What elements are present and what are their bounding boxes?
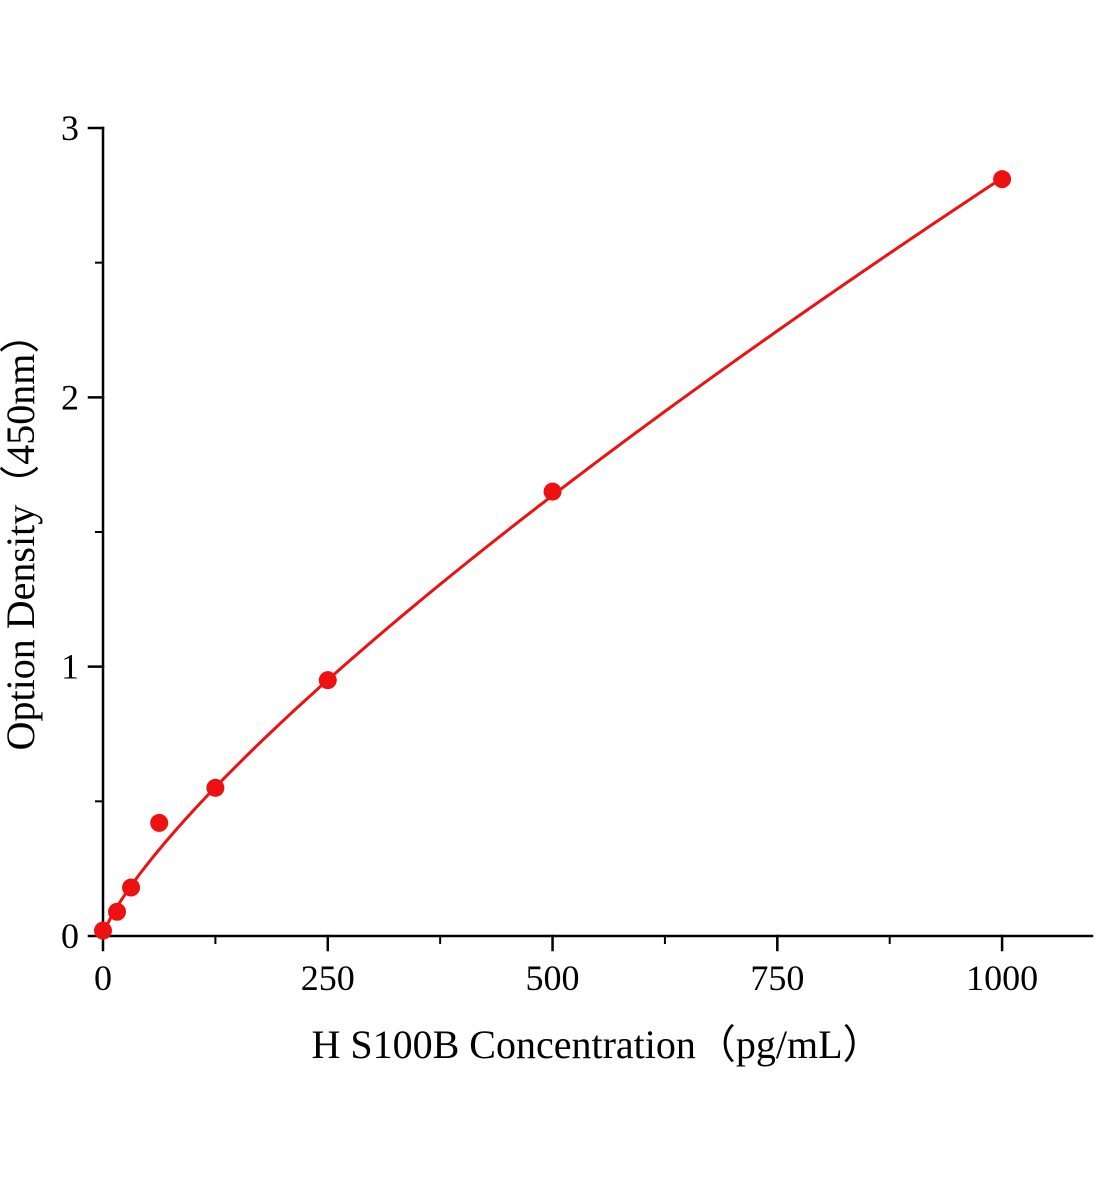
y-tick-label: 0 — [61, 916, 79, 956]
data-point — [108, 902, 127, 921]
data-point — [94, 921, 112, 940]
fit-curve — [101, 176, 1003, 937]
y-tick-label: 3 — [61, 108, 79, 148]
chart-series — [94, 170, 1012, 940]
x-tick-label: 250 — [301, 958, 355, 998]
data-point — [318, 671, 337, 690]
x-tick-label: 500 — [526, 958, 580, 998]
data-point — [993, 170, 1012, 189]
x-tick-label: 1000 — [966, 958, 1038, 998]
x-axis-title: H S100B Concentration（pg/mL） — [311, 1022, 882, 1067]
y-axis-title: Option Density（450nm） — [0, 314, 43, 751]
data-point — [543, 482, 562, 501]
x-tick-label: 750 — [750, 958, 804, 998]
data-point — [206, 778, 225, 797]
data-point — [122, 878, 141, 897]
y-tick-label: 1 — [61, 647, 79, 687]
y-tick-label: 2 — [61, 377, 79, 417]
chart-axes: 0 250 500 750 1000 0 1 2 3 — [61, 108, 1094, 998]
data-point — [150, 813, 169, 832]
x-tick-label: 0 — [94, 958, 112, 998]
